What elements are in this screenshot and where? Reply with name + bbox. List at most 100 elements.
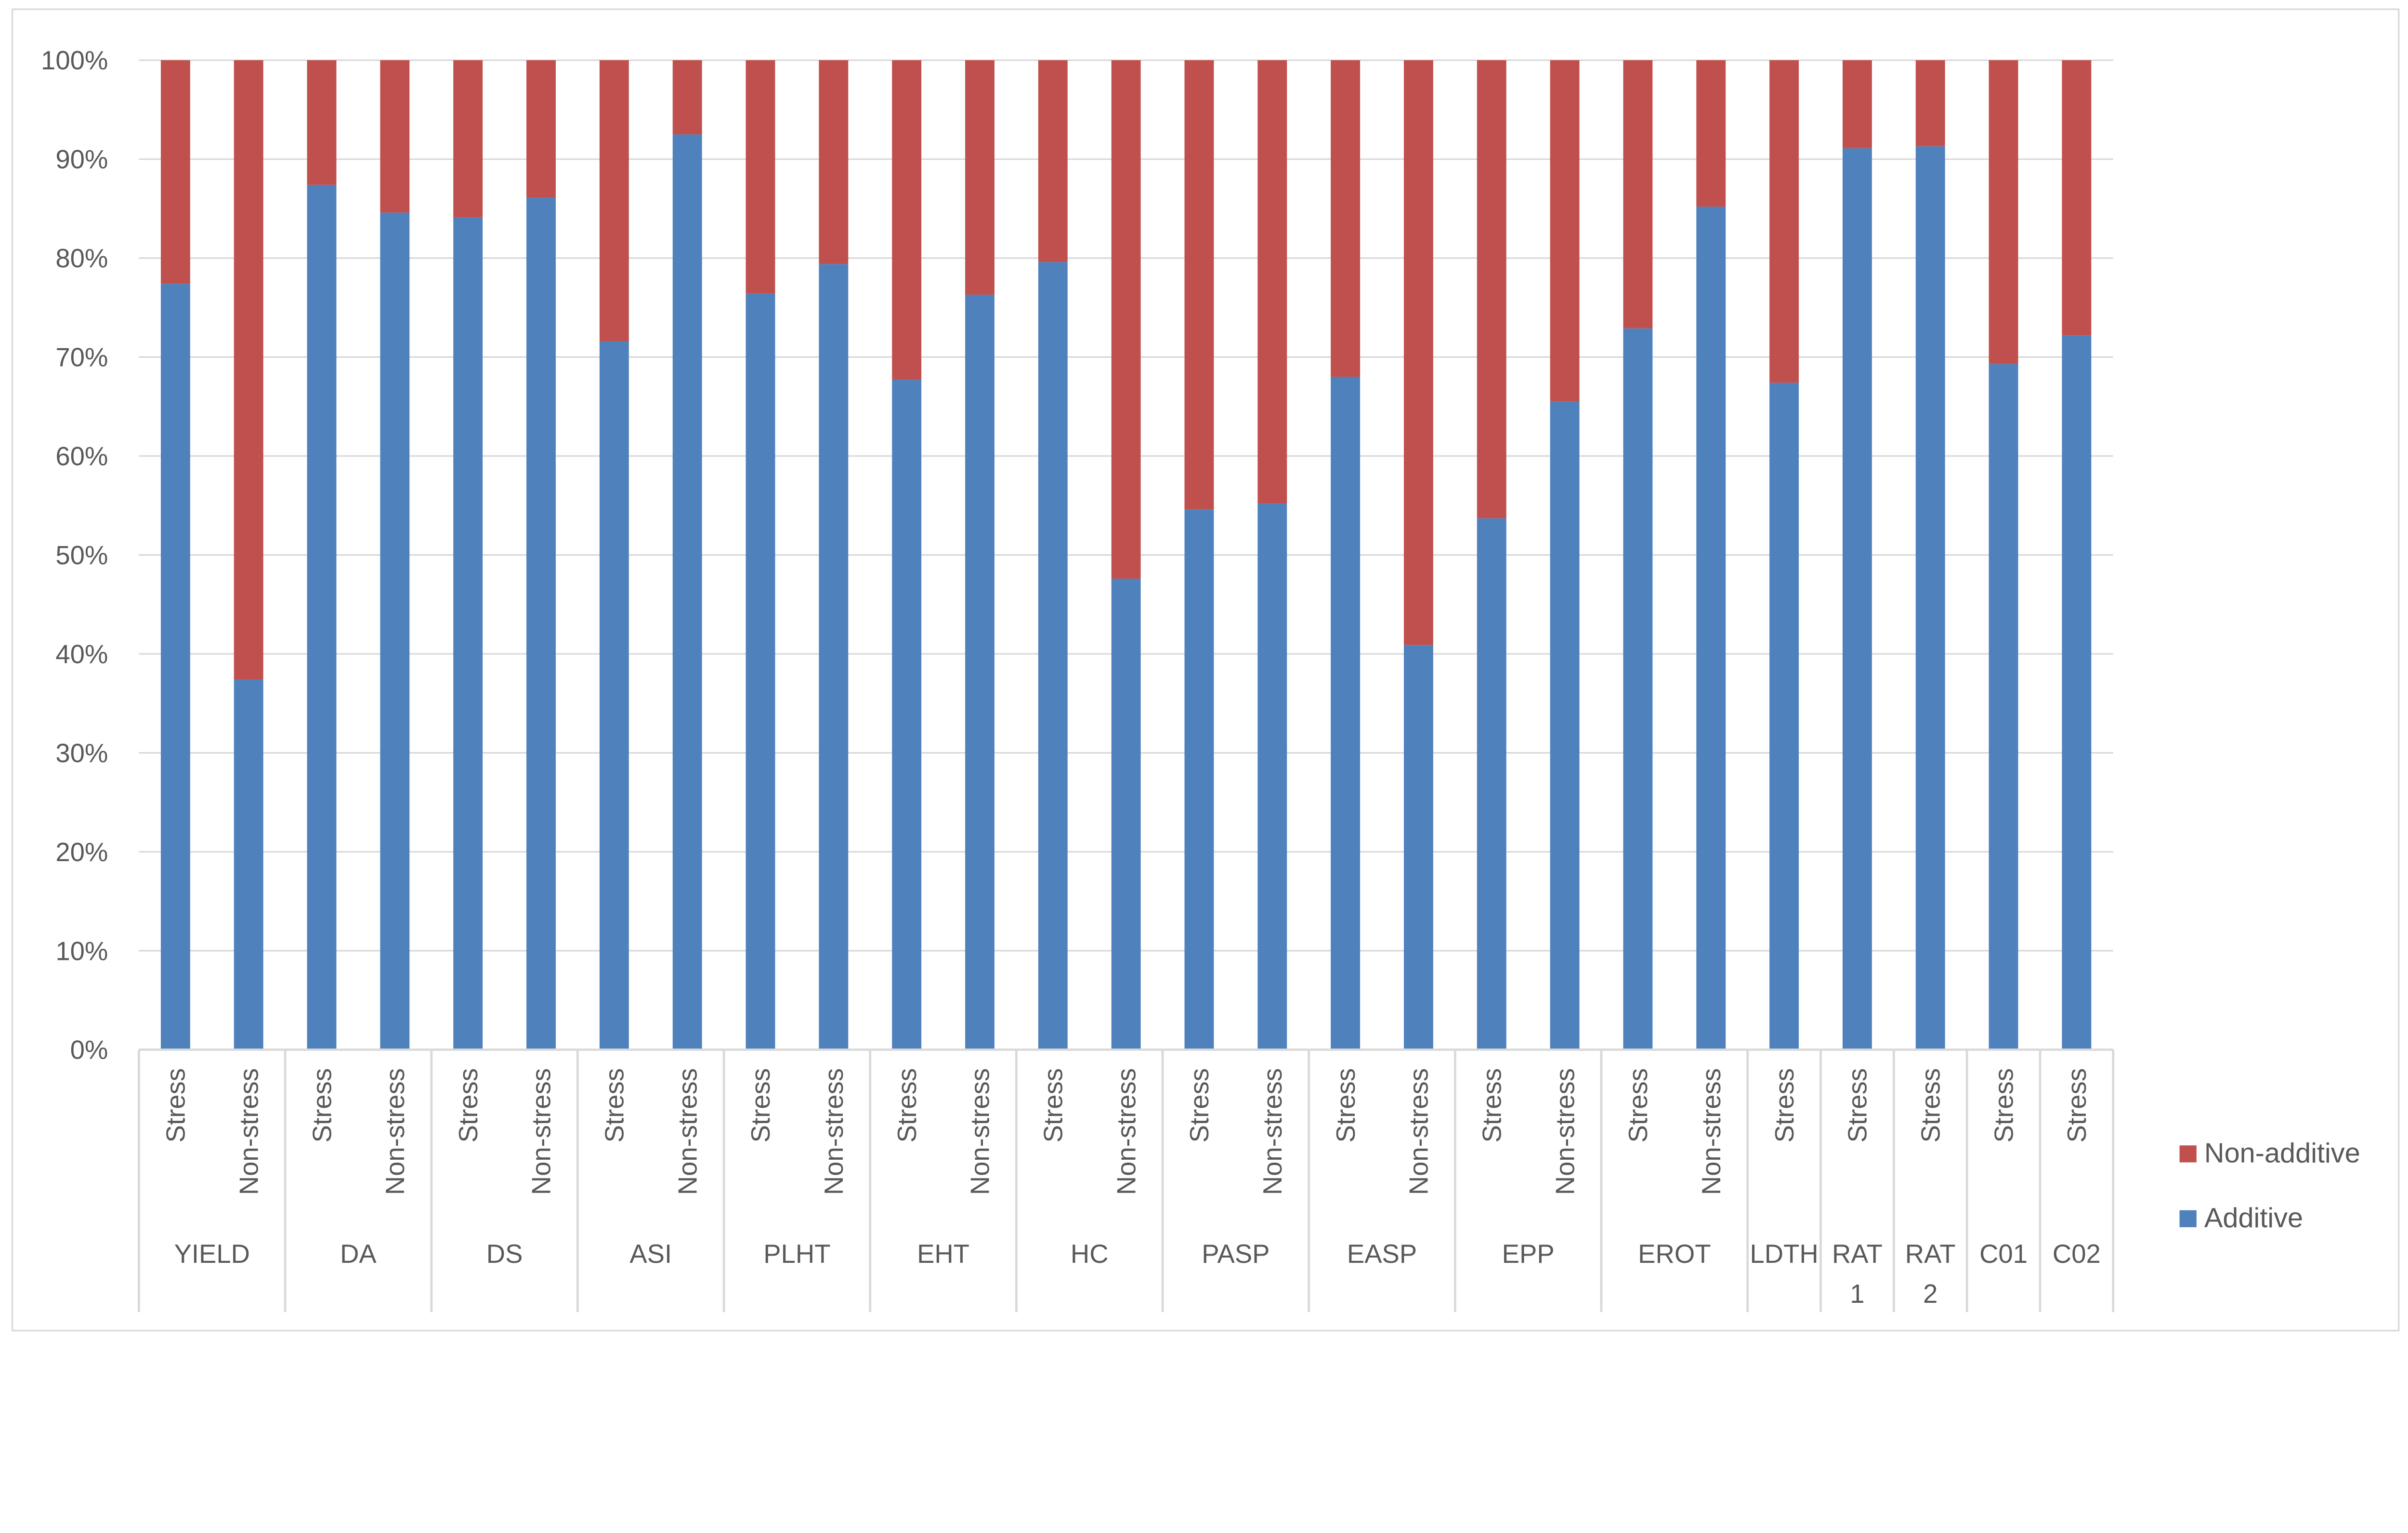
bar-additive (1842, 148, 1872, 1050)
x-condition-label: Non-stress (234, 1068, 263, 1195)
legend-label: Non-additive (2204, 1138, 2360, 1168)
x-group-label: EASP (1347, 1239, 1417, 1269)
bar-non-additive (892, 60, 922, 380)
x-condition-label: Non-stress (1258, 1068, 1287, 1195)
bar-additive (160, 284, 190, 1050)
x-condition-label: Stress (307, 1068, 337, 1142)
stacked-bar-chart: 0% 10% 20% 30% 40% 50% 60% 70% 80% 90% 100% Stress… (12, 8, 2400, 1332)
bar-additive (1477, 518, 1506, 1050)
x-condition-label: Stress (1916, 1068, 1945, 1142)
x-condition-label: Stress (1989, 1068, 2018, 1142)
bars (160, 60, 2092, 1050)
bar-additive (819, 264, 849, 1050)
bar-additive (1989, 364, 2018, 1050)
x-group-label: LDTH (1750, 1239, 1818, 1269)
bar-additive (672, 134, 702, 1050)
x-group-label: EHT (917, 1239, 969, 1269)
bar-additive (1769, 382, 1799, 1050)
x-condition-label: Stress (1478, 1068, 1507, 1142)
bar-additive (599, 341, 629, 1050)
x-group-label: RAT 1 (1832, 1239, 1883, 1309)
bar-additive (1111, 578, 1141, 1050)
bar-non-additive (1331, 60, 1361, 377)
bar-non-additive (1842, 60, 1872, 148)
bar-non-additive (746, 60, 775, 294)
x-condition-label: Stress (1331, 1068, 1361, 1142)
x-group-label: C01 (1979, 1239, 2028, 1269)
x-condition-label: Non-stress (673, 1068, 702, 1195)
y-tick-label: 0% (70, 1035, 108, 1065)
bar-non-additive (1696, 60, 1726, 207)
x-condition-label: Stress (600, 1068, 629, 1142)
bar-non-additive (1550, 60, 1580, 402)
bar-additive (453, 217, 483, 1050)
y-tick-label: 70% (55, 343, 108, 372)
x-group-label: RAT 2 (1905, 1239, 1956, 1309)
y-axis-tick-labels: 0% 10% 20% 30% 40% 50% 60% 70% 80% 90% 100% (41, 46, 108, 1064)
bar-non-additive (1915, 60, 1945, 146)
bar-non-additive (1403, 60, 1433, 645)
y-tick-label: 80% (55, 244, 108, 273)
bar-non-additive (2062, 60, 2092, 336)
bar-additive (1696, 207, 1726, 1050)
bar-non-additive (1184, 60, 1214, 510)
x-group-label: PLHT (763, 1239, 830, 1269)
bar-additive (307, 184, 337, 1050)
x-group-label: HC (1071, 1239, 1109, 1269)
x-condition-label: Stress (1843, 1068, 1872, 1142)
bar-additive (1403, 645, 1433, 1050)
x-group-label: DS (486, 1239, 523, 1269)
bar-additive (2062, 335, 2092, 1050)
bar-non-additive (234, 60, 263, 680)
bar-non-additive (599, 60, 629, 341)
x-axis: Stress Non-stress YIELD Stress Non-stress DA S… (138, 1048, 2115, 1312)
x-condition-label: Stress (2062, 1068, 2092, 1142)
y-tick-label: 20% (55, 838, 108, 867)
bar-additive (1184, 509, 1214, 1050)
x-condition-label: Non-stress (1404, 1068, 1434, 1195)
y-tick-label: 90% (55, 145, 108, 174)
bar-additive (1550, 401, 1580, 1050)
x-condition-label: Stress (1039, 1068, 1068, 1142)
bar-non-additive (380, 60, 410, 213)
bar-additive (746, 293, 775, 1050)
x-condition-label: Non-stress (527, 1068, 556, 1195)
bar-additive (380, 212, 410, 1050)
x-condition-label: Non-stress (380, 1068, 410, 1195)
bar-non-additive (672, 60, 702, 135)
bar-additive (1623, 328, 1653, 1050)
bar-additive (1038, 262, 1068, 1050)
x-condition-label: Non-stress (1112, 1068, 1141, 1195)
x-group-label: YIELD (174, 1239, 250, 1269)
x-group-label: C02 (2053, 1239, 2101, 1269)
x-group-label: EPP (1502, 1239, 1555, 1269)
x-condition-label: Non-stress (819, 1068, 849, 1195)
bar-additive (892, 380, 922, 1050)
bar-additive (965, 294, 995, 1050)
x-condition-label: Stress (1770, 1068, 1799, 1142)
bar-non-additive (1623, 60, 1653, 328)
bar-additive (234, 680, 263, 1050)
x-group-label: ASI (629, 1239, 672, 1269)
bar-additive (1331, 377, 1361, 1050)
x-condition-label: Non-stress (1550, 1068, 1580, 1195)
y-tick-label: 10% (55, 936, 108, 966)
y-tick-label: 100% (41, 46, 108, 75)
bar-non-additive (526, 60, 556, 198)
bar-additive (526, 197, 556, 1050)
bar-non-additive (307, 60, 337, 185)
x-condition-label: Stress (161, 1068, 191, 1142)
y-tick-label: 50% (55, 540, 108, 570)
x-condition-label: Stress (454, 1068, 483, 1142)
legend: Non-additive Additive (2179, 1138, 2360, 1233)
y-tick-label: 30% (55, 738, 108, 768)
legend-swatch (2179, 1145, 2197, 1163)
x-group-label: DA (340, 1239, 377, 1269)
bar-non-additive (1038, 60, 1068, 262)
x-condition-label: Stress (1623, 1068, 1653, 1142)
bar-non-additive (1111, 60, 1141, 579)
bar-non-additive (1769, 60, 1799, 383)
bar-additive (1257, 503, 1287, 1050)
legend-swatch (2179, 1210, 2197, 1228)
bar-non-additive (1257, 60, 1287, 504)
